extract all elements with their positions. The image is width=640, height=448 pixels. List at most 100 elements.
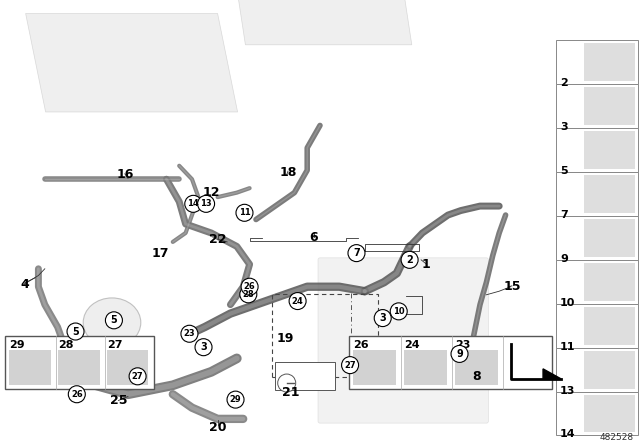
Bar — [584, 131, 635, 169]
Circle shape — [67, 323, 84, 340]
Text: 15: 15 — [503, 280, 521, 293]
Bar — [584, 175, 635, 213]
Text: 26: 26 — [244, 282, 255, 291]
Circle shape — [401, 251, 418, 268]
Text: 20: 20 — [209, 421, 227, 435]
Text: 23: 23 — [184, 329, 195, 338]
Circle shape — [236, 204, 253, 221]
Text: 29: 29 — [230, 395, 241, 404]
Ellipse shape — [83, 298, 141, 347]
Bar — [556, 260, 638, 304]
Circle shape — [195, 339, 212, 356]
Text: 26: 26 — [71, 390, 83, 399]
Bar — [556, 172, 638, 216]
Text: 10: 10 — [560, 298, 575, 308]
Bar — [10, 350, 51, 385]
Bar — [275, 362, 335, 390]
Text: 3: 3 — [200, 342, 207, 352]
Text: 2: 2 — [560, 78, 568, 88]
Text: 23: 23 — [455, 340, 470, 350]
Bar — [404, 350, 447, 385]
Text: 7: 7 — [353, 248, 360, 258]
Polygon shape — [543, 369, 561, 379]
Text: 27: 27 — [344, 361, 356, 370]
Text: 12: 12 — [202, 186, 220, 199]
Text: 16: 16 — [116, 168, 134, 181]
Text: 5: 5 — [72, 327, 79, 336]
Circle shape — [185, 195, 202, 212]
Bar — [556, 128, 638, 172]
Bar — [556, 84, 638, 128]
Text: 18: 18 — [279, 166, 297, 179]
Circle shape — [240, 286, 257, 303]
Text: 28: 28 — [58, 340, 74, 350]
Bar — [455, 350, 498, 385]
Circle shape — [241, 278, 258, 295]
Text: 6: 6 — [309, 231, 318, 244]
Bar — [5, 336, 154, 389]
Circle shape — [390, 303, 407, 320]
Text: 27: 27 — [107, 340, 122, 350]
Bar — [556, 348, 638, 392]
Bar — [556, 216, 638, 260]
Bar — [58, 350, 100, 385]
Circle shape — [227, 391, 244, 408]
Text: 19: 19 — [276, 332, 294, 345]
Text: 21: 21 — [282, 385, 300, 399]
Bar — [584, 87, 635, 125]
Text: 1: 1 — [421, 258, 430, 271]
Text: 28: 28 — [243, 290, 254, 299]
Text: 25: 25 — [109, 394, 127, 408]
Text: 13: 13 — [200, 199, 212, 208]
Bar — [584, 219, 635, 257]
Text: 2: 2 — [406, 255, 413, 265]
Bar — [584, 263, 635, 301]
Circle shape — [451, 345, 468, 362]
Bar — [556, 40, 638, 84]
FancyBboxPatch shape — [318, 258, 488, 423]
Text: 10: 10 — [393, 307, 404, 316]
Polygon shape — [230, 0, 412, 45]
Text: 29: 29 — [10, 340, 25, 350]
Circle shape — [342, 357, 358, 374]
Circle shape — [198, 195, 214, 212]
Text: 24: 24 — [404, 340, 420, 350]
Polygon shape — [26, 13, 237, 112]
Bar — [584, 351, 635, 388]
Text: 11: 11 — [560, 342, 575, 352]
Text: 26: 26 — [353, 340, 369, 350]
Bar — [556, 304, 638, 348]
Text: 14: 14 — [560, 430, 576, 439]
Bar — [584, 395, 635, 432]
Text: 5: 5 — [560, 166, 568, 176]
Text: 3: 3 — [380, 313, 386, 323]
Bar — [349, 336, 552, 389]
Bar — [107, 350, 148, 385]
Bar — [556, 392, 638, 435]
Circle shape — [348, 245, 365, 262]
Text: 14: 14 — [188, 199, 199, 208]
Bar — [584, 307, 635, 345]
Text: 4: 4 — [20, 278, 29, 291]
Circle shape — [129, 368, 146, 385]
Bar — [353, 350, 396, 385]
Text: 27: 27 — [132, 372, 143, 381]
Text: 3: 3 — [560, 122, 568, 132]
Text: 11: 11 — [239, 208, 250, 217]
Bar — [272, 294, 378, 377]
Circle shape — [374, 310, 391, 327]
Text: 482528: 482528 — [600, 433, 634, 442]
Text: 7: 7 — [560, 210, 568, 220]
Text: 9: 9 — [560, 254, 568, 264]
Text: 22: 22 — [209, 233, 227, 246]
Text: 9: 9 — [456, 349, 463, 359]
Bar — [584, 43, 635, 81]
Circle shape — [181, 325, 198, 342]
Text: 5: 5 — [111, 315, 117, 325]
Circle shape — [278, 374, 296, 392]
Circle shape — [106, 312, 122, 329]
Circle shape — [289, 293, 306, 310]
Text: 17: 17 — [151, 246, 169, 260]
Circle shape — [68, 386, 85, 403]
Text: 13: 13 — [560, 386, 575, 396]
